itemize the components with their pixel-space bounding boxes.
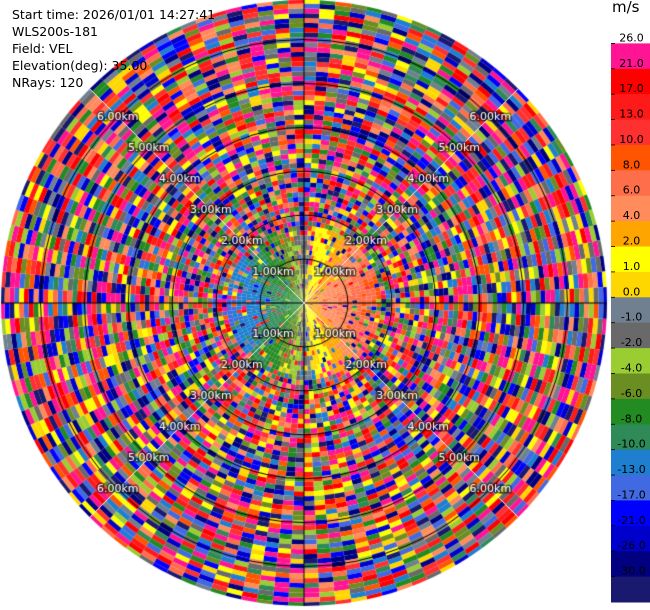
info-panel: Start time: 2026/01/01 14:27:41 WLS200s-… <box>12 6 215 91</box>
colorbar-swatch <box>611 195 650 222</box>
colorbar-swatch <box>611 18 650 44</box>
colorbar-tick-label: 0.0 <box>623 285 641 298</box>
colorbar-tick-label: 2.0 <box>623 235 641 248</box>
colorbar-swatch <box>611 144 650 171</box>
colorbar-swatch <box>611 94 650 121</box>
colorbar-tick-label: 21.0 <box>619 57 644 70</box>
field-label: Field: VEL <box>12 41 73 56</box>
colorbar-swatch <box>611 221 650 248</box>
colorbar-swatch <box>611 43 650 70</box>
colorbar-tick-label: 13.0 <box>619 108 644 121</box>
colorbar-swatch <box>611 119 650 146</box>
colorbar-tick-label: 8.0 <box>623 158 641 171</box>
colorbar-swatch <box>611 398 650 425</box>
colorbar-swatch <box>611 246 650 273</box>
colorbar-swatch <box>611 68 650 95</box>
ppi-velocity-plot <box>0 0 610 610</box>
colorbar-tick-label: -1.0 <box>621 311 642 324</box>
start-time-label: Start time: 2026/01/01 14:27:41 <box>12 7 216 22</box>
nrays-label: NRays: 120 <box>12 75 84 90</box>
colorbar-swatch <box>611 576 650 603</box>
colorbar-swatch <box>611 475 650 501</box>
colorbar-tick-label: -26.0 <box>617 539 645 552</box>
colorbar-tick-label: 26.0 <box>619 31 644 44</box>
colorbar-tick-label: -10.0 <box>617 438 645 451</box>
colorbar-tick-label: -6.0 <box>621 387 642 400</box>
colorbar-tick-label: -4.0 <box>621 361 642 374</box>
colorbar-swatch <box>611 271 650 298</box>
colorbar-tick-label: -2.0 <box>621 336 642 349</box>
elevation-label: Elevation(deg): 35.00 <box>12 58 148 73</box>
site-label: WLS200s-181 <box>12 24 98 39</box>
colorbar-swatch <box>611 500 650 527</box>
colorbar-swatch <box>611 170 650 197</box>
colorbar-tick-label: -30.0 <box>617 565 645 578</box>
colorbar-unit: m/s <box>612 0 640 16</box>
colorbar-swatch <box>611 551 650 578</box>
colorbar-swatch <box>611 373 650 400</box>
colorbar-tick-label: -13.0 <box>617 463 645 476</box>
colorbar-swatch <box>611 348 650 374</box>
colorbar-tick-label: -17.0 <box>617 488 645 501</box>
colorbar-swatch <box>611 322 650 349</box>
colorbar-tick-label: 4.0 <box>623 209 641 222</box>
colorbar-tick-label: -8.0 <box>621 412 642 425</box>
colorbar-swatch <box>611 424 650 451</box>
colorbar-tick-label: 6.0 <box>623 184 641 197</box>
colorbar-tick-label: -21.0 <box>617 514 645 527</box>
colorbar-tick-label: 10.0 <box>619 133 644 146</box>
colorbar-tick-label: 1.0 <box>623 260 641 273</box>
colorbar-swatch <box>611 525 650 552</box>
colorbar-swatch <box>611 297 650 324</box>
colorbar-swatch <box>611 449 650 476</box>
colorbar-tick-label: 17.0 <box>619 82 644 95</box>
